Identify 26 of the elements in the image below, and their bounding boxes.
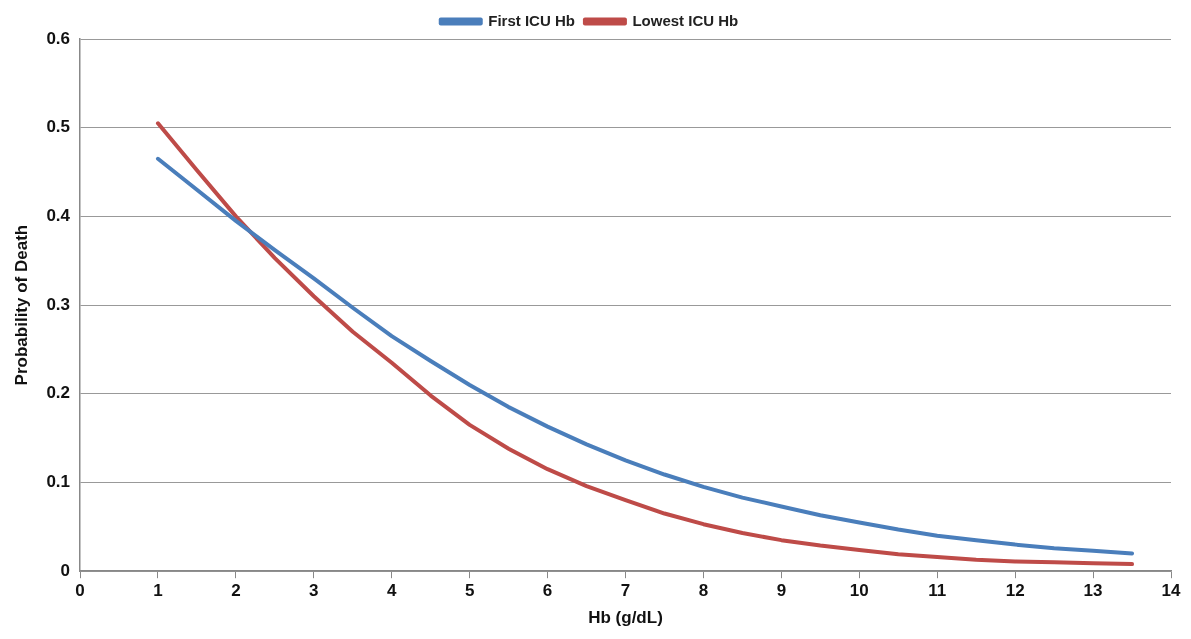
x-tick-label: 4 [387, 581, 397, 601]
x-tick-label: 8 [698, 581, 709, 601]
legend-label: First ICU Hb [488, 11, 575, 29]
x-tick-label: 11 [928, 581, 947, 601]
y-axis-title: Probability of Death [11, 224, 31, 386]
x-tick-label: 10 [849, 581, 869, 601]
y-tick-label: 0 [60, 560, 71, 580]
y-tick-label: 0.5 [46, 117, 71, 137]
x-tick-label: 1 [153, 581, 163, 601]
y-tick-label: 0.4 [46, 206, 71, 226]
x-tick-label: 7 [620, 581, 631, 601]
y-tick-label: 0.6 [46, 28, 71, 48]
y-tick-label: 0.2 [46, 383, 71, 403]
x-tick-label: 5 [464, 581, 475, 601]
y-tick-label: 0.3 [46, 294, 71, 314]
x-axis-title: Hb (g/dL) [588, 608, 663, 628]
x-tick-label: 6 [542, 581, 553, 601]
x-tick-label: 2 [231, 581, 241, 601]
x-tick-label: 9 [776, 581, 787, 601]
legend-label: Lowest ICU Hb [632, 11, 739, 29]
x-tick-label: 14 [1161, 581, 1181, 601]
x-tick-label: 0 [75, 581, 85, 601]
y-tick-label: 0.1 [46, 472, 71, 492]
x-tick-label: 13 [1083, 581, 1103, 601]
x-tick-label: 3 [309, 581, 319, 601]
x-tick-label: 12 [1005, 581, 1025, 601]
